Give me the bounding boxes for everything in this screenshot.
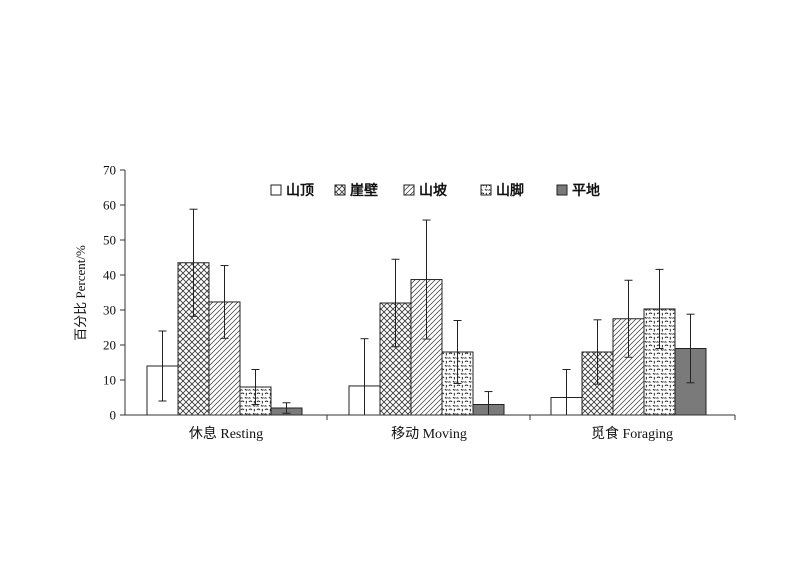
legend-label-3: 山坡: [419, 182, 448, 199]
y-ticks-group: 0 10 20 30 40 50 60 70: [103, 163, 125, 423]
y-tick-label-20: 20: [103, 338, 116, 353]
error-bars-group: [158, 208, 695, 416]
y-tick-label-70: 70: [103, 163, 116, 178]
y-tick-label-30: 30: [103, 303, 116, 318]
legend-swatch-4: [480, 184, 492, 196]
plot-area: 0 10 20 30 40 50 60 70 休息 Resting 移动 Moving 觅食 Fo…: [103, 163, 736, 442]
legend-label-5: 平地: [572, 182, 600, 199]
legend-label-2: 崖壁: [350, 182, 378, 199]
legend: 山顶 崖壁 山坡 山脚 平地: [270, 182, 600, 199]
category-label-1: 休息 Resting: [189, 425, 263, 442]
legend-swatch-1: [270, 184, 282, 196]
y-tick-label-0: 0: [110, 408, 117, 423]
y-axis-title: 百分比 Percent/%: [73, 245, 88, 341]
y-tick-label-60: 60: [103, 198, 116, 213]
legend-label-1: 山顶: [286, 183, 314, 199]
y-tick-label-40: 40: [103, 268, 116, 283]
legend-swatch-5: [556, 184, 568, 196]
legend-swatch-3: [403, 184, 415, 196]
legend-label-4: 山脚: [496, 183, 524, 199]
y-tick-label-10: 10: [103, 373, 116, 388]
x-labels-group: 休息 Resting 移动 Moving 觅食 Foraging: [189, 415, 736, 442]
category-label-3: 觅食 Foraging: [591, 425, 673, 442]
category-label-2: 移动 Moving: [391, 426, 467, 442]
y-tick-label-50: 50: [103, 233, 116, 248]
legend-swatch-2: [334, 184, 346, 196]
